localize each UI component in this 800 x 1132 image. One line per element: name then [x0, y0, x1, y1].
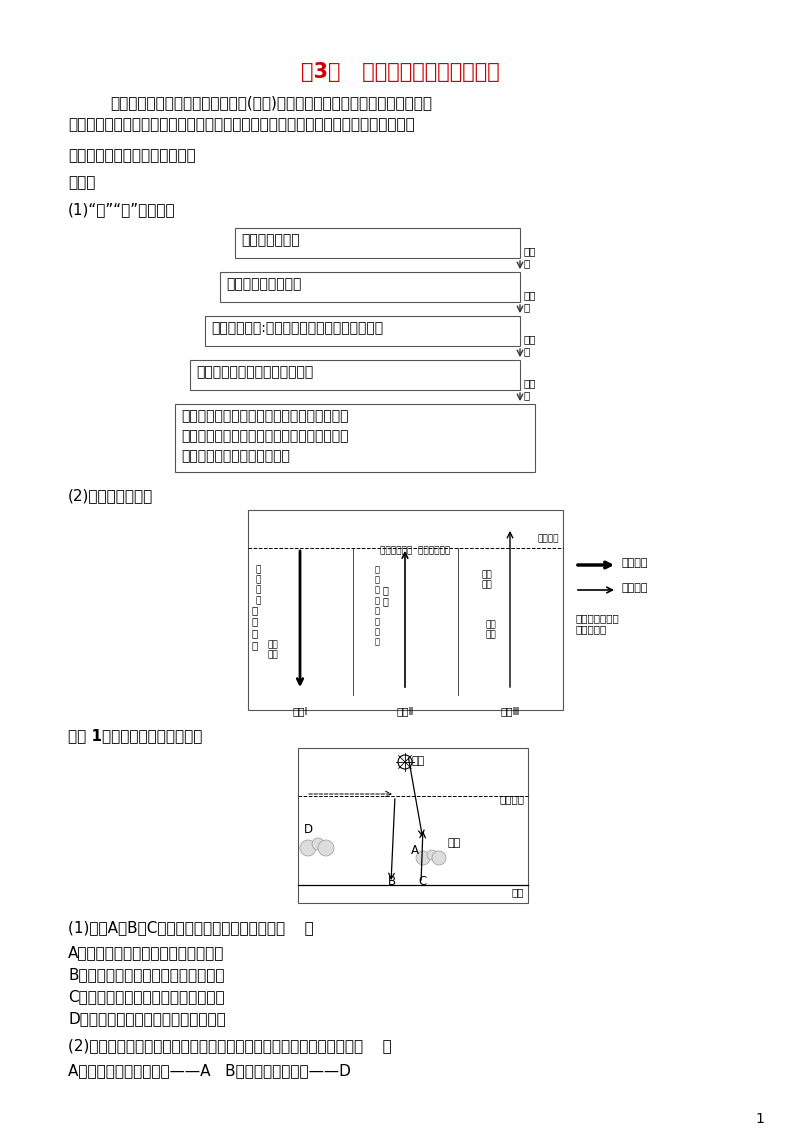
Text: （箭头粗细表示
能量多少）: （箭头粗细表示 能量多少） — [575, 614, 618, 635]
Text: (2)大气对地面的保温作用以及它们在图中对应字母的组合，正确的是（    ）: (2)大气对地面的保温作用以及它们在图中对应字母的组合，正确的是（ ） — [68, 1038, 392, 1053]
Text: 过程Ⅱ: 过程Ⅱ — [396, 706, 414, 717]
Text: 热源：对流层大气热量来自地面: 热源：对流层大气热量来自地面 — [196, 365, 314, 379]
Circle shape — [432, 851, 446, 865]
Text: 1: 1 — [755, 1112, 765, 1126]
Text: 运动：对流运动为主: 运动：对流运动为主 — [226, 277, 302, 291]
Text: 第3讲   用因果推导法珠串大气圈: 第3讲 用因果推导法珠串大气圈 — [301, 62, 499, 82]
Text: 为什
么: 为什 么 — [523, 378, 535, 400]
Bar — [298, 748, 528, 903]
Text: 为什
么: 为什 么 — [523, 290, 535, 311]
Text: 射向宇宙空间  射向宇宙空间: 射向宇宙空间 射向宇宙空间 — [380, 546, 450, 555]
Text: 为什
么: 为什 么 — [523, 246, 535, 268]
Bar — [248, 511, 563, 710]
Text: 过程Ⅲ: 过程Ⅲ — [500, 706, 520, 717]
Text: 大气上界: 大气上界 — [538, 534, 559, 543]
Text: 地面: 地面 — [511, 887, 524, 897]
Circle shape — [300, 840, 316, 856]
FancyBboxPatch shape — [220, 272, 520, 302]
Circle shape — [427, 850, 437, 860]
Text: 气温分布特点:随高度升高而降低（上冷下热）: 气温分布特点:随高度升高而降低（上冷下热） — [211, 321, 383, 335]
Text: 大
气
削
弱: 大 气 削 弱 — [256, 565, 262, 606]
Text: B．太阳辐射、大气逆辐射、地面辐射: B．太阳辐射、大气逆辐射、地面辐射 — [68, 967, 225, 981]
Text: (2)大气的受热过程: (2)大气的受热过程 — [68, 488, 154, 503]
Text: 短波辐射: 短波辐射 — [621, 558, 647, 568]
Text: 大
气
逆
辐
射
向
地
面: 大 气 逆 辐 射 向 地 面 — [375, 565, 380, 646]
Text: 长波辒射: 长波辒射 — [621, 583, 647, 593]
Text: 大气: 大气 — [448, 838, 462, 848]
Text: 一、因果分析大气圈的垂直分层: 一、因果分析大气圈的垂直分层 — [68, 148, 196, 163]
Text: 大气圈的所有知识均与大气的热量(温度)和运动有关，热是动的原因，动因热而: 大气圈的所有知识均与大气的热量(温度)和运动有关，热是动的原因，动因热而 — [110, 95, 432, 110]
Circle shape — [318, 840, 334, 856]
Text: 大气的组成成分和热力性质：对流层集中了大: 大气的组成成分和热力性质：对流层集中了大 — [181, 409, 349, 423]
Text: 面红外线长波辐射使大气增温: 面红外线长波辐射使大气增温 — [181, 449, 290, 463]
Text: 辐
射: 辐 射 — [383, 585, 389, 607]
Text: B: B — [388, 875, 396, 887]
Text: C．地面辐射、大气逆辐射、太阳辐射: C．地面辐射、大气逆辐射、太阳辐射 — [68, 989, 225, 1004]
Text: 太阳: 太阳 — [411, 756, 425, 766]
FancyBboxPatch shape — [235, 228, 520, 258]
Text: 大气
辐射: 大气 辐射 — [485, 620, 496, 640]
FancyBboxPatch shape — [190, 360, 520, 391]
Text: 太
阳
辐
射: 太 阳 辐 射 — [251, 604, 258, 650]
Text: 对流层: 对流层 — [68, 175, 95, 190]
Text: 为什
么: 为什 么 — [523, 334, 535, 355]
Text: (1)图中A、B、C三个箭头所表示的辐射依次是（    ）: (1)图中A、B、C三个箭头所表示的辐射依次是（ ） — [68, 920, 314, 935]
Text: 大气：复杂多变: 大气：复杂多变 — [241, 233, 300, 247]
Text: 气层绝大部分的水汽和二氧化碳，二者吸收地: 气层绝大部分的水汽和二氧化碳，二者吸收地 — [181, 429, 349, 443]
Circle shape — [312, 838, 324, 850]
Text: D: D — [304, 823, 313, 837]
Text: 异。利用这一方法学习，可轻松理解大气部分的原理和现象，并能提高做题的正确率。: 异。利用这一方法学习，可轻松理解大气部分的原理和现象，并能提高做题的正确率。 — [68, 117, 414, 132]
Text: (1)“热”“动”因果关系: (1)“热”“动”因果关系 — [68, 201, 176, 217]
FancyBboxPatch shape — [205, 316, 520, 346]
Circle shape — [416, 851, 430, 865]
Text: 过程Ⅰ: 过程Ⅰ — [292, 706, 308, 717]
Text: 《例 1》读图，完成下列问题。: 《例 1》读图，完成下列问题。 — [68, 728, 202, 743]
Text: 地面
吸收: 地面 吸收 — [268, 640, 278, 660]
Text: A．到达地面的太阳辐射——A   B．大气的反射作用——D: A．到达地面的太阳辐射——A B．大气的反射作用——D — [68, 1063, 351, 1078]
Text: 大气
吸收: 大气 吸收 — [482, 571, 493, 590]
Text: C: C — [418, 875, 426, 887]
Text: D．太阳辐射、地面辐射、大气逆辐射: D．太阳辐射、地面辐射、大气逆辐射 — [68, 1011, 226, 1026]
Text: A．大气逆辐射、地面辐射、太阳辐射: A．大气逆辐射、地面辐射、太阳辐射 — [68, 945, 224, 960]
Text: 大气上界: 大气上界 — [499, 794, 524, 804]
FancyBboxPatch shape — [175, 404, 535, 472]
Text: A: A — [411, 844, 419, 857]
